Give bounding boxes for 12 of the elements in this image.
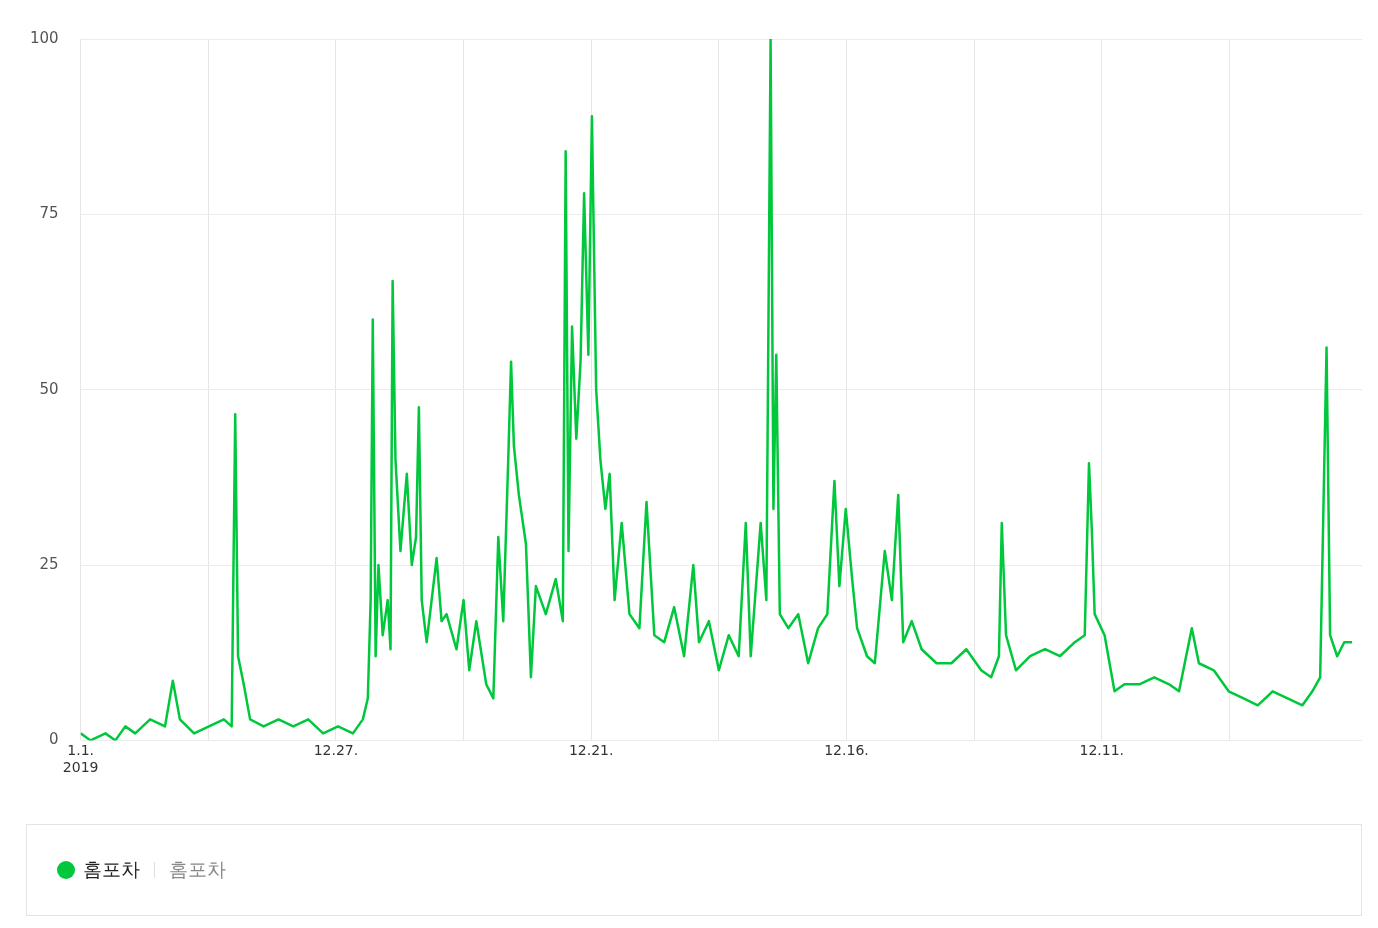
x-tick-label: 12.21. [568, 742, 614, 759]
y-tick-label: 75 [39, 204, 59, 223]
y-tick-label: 25 [39, 554, 59, 573]
y-tick-label: 0 [49, 730, 59, 749]
x-tick-label: 12.27. [313, 742, 359, 759]
x-tick-label: 1.1. 2019 [62, 742, 99, 776]
x-tick-label: 12.16. [824, 742, 869, 759]
y-tick-label: 50 [39, 379, 59, 398]
y-tick-label: 100 [29, 28, 59, 47]
x-tick-label: 12.11. [1079, 742, 1125, 759]
text: 홈포차 [169, 857, 226, 882]
legend-label: 홈포차 [83, 857, 140, 882]
